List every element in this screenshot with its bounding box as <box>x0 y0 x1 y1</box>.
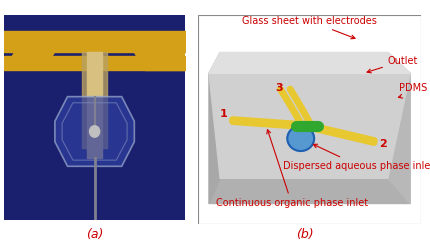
Polygon shape <box>134 51 185 70</box>
Text: (b): (b) <box>297 228 314 241</box>
Polygon shape <box>209 52 220 203</box>
Text: Outlet: Outlet <box>367 56 418 73</box>
Polygon shape <box>209 52 410 73</box>
Text: 2: 2 <box>379 139 387 149</box>
Text: Dispersed aqueous phase inlet: Dispersed aqueous phase inlet <box>283 144 430 171</box>
Text: 3: 3 <box>275 83 283 93</box>
Circle shape <box>287 126 314 151</box>
Polygon shape <box>4 51 55 70</box>
Polygon shape <box>209 73 410 178</box>
Polygon shape <box>55 97 134 166</box>
Text: Glass sheet with electrodes: Glass sheet with electrodes <box>242 16 377 39</box>
Polygon shape <box>209 178 410 203</box>
Text: Continuous organic phase inlet: Continuous organic phase inlet <box>216 130 368 208</box>
Text: PDMS sheet: PDMS sheet <box>399 83 430 98</box>
Polygon shape <box>388 52 410 203</box>
Circle shape <box>89 126 100 137</box>
Text: 1: 1 <box>220 109 227 119</box>
Text: (a): (a) <box>86 228 103 241</box>
